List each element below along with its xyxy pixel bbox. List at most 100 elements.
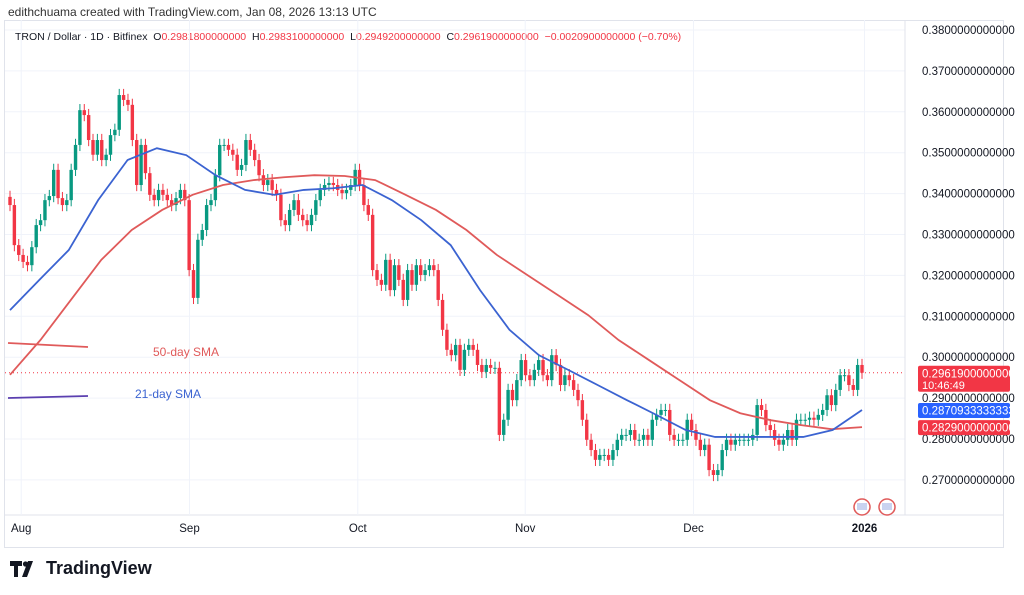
y-tick-label: 0.3300000000000 [922,230,1015,242]
candle-body [488,364,493,368]
candle-body [296,200,301,215]
candle-body [480,364,484,372]
candle-body [759,405,764,410]
x-tick-label: 2026 [852,523,878,535]
candle-body [676,439,681,441]
candle-body [301,214,305,221]
candle-body [772,430,777,440]
candle-body [86,115,91,141]
candle-body [60,198,65,206]
candle-body [95,140,100,155]
candle-body [794,419,799,440]
candle-body [292,200,296,210]
candle-body [266,180,270,186]
close-label: C [446,31,455,43]
candle-body [56,169,60,199]
candle-body [69,169,73,201]
candle-body [633,430,637,440]
candle-body [322,185,327,190]
candle-body [493,367,497,369]
candle-body [694,430,698,440]
candle-body [231,149,235,155]
candle-body [523,360,528,376]
candle-body [637,439,641,441]
sma21-annotation-line [7,395,89,399]
candle-body [156,189,161,201]
candle-body [716,470,720,475]
candle-body [698,439,703,451]
candle-body [17,245,21,255]
candle-body [536,360,541,370]
y-tick-label: 0.2700000000000 [922,475,1015,487]
candle-body [737,439,742,441]
candle-body [497,367,502,435]
candle-body [218,144,222,176]
candle-body [515,380,519,401]
y-tick-label: 0.3100000000000 [922,311,1015,323]
candle-body [532,369,537,381]
candle-body [135,140,139,186]
candle-body [38,220,43,226]
candle-body [689,419,694,431]
candle-body [571,380,576,390]
candle-body [576,389,580,401]
x-tick-label: Nov [515,523,536,535]
candle-body [681,439,685,441]
candle-body [585,419,589,440]
candle-body [65,200,69,206]
candle-body [812,417,816,420]
y-tick-label: 0.3800000000000 [922,25,1015,37]
candle-body [598,454,602,460]
candle-body [344,189,349,194]
y-tick-label: 0.3700000000000 [922,66,1015,78]
candle-body [419,265,423,275]
candle-body [47,196,52,201]
candle-body [659,409,663,415]
open-value: 0.2981800000000 [161,31,247,43]
candle-body [449,349,453,356]
candle-body [91,140,95,155]
candle-body [30,247,34,266]
candle-body [746,439,751,441]
candle-body [475,349,480,365]
x-tick-label: Dec [683,523,704,535]
symbol-label[interactable]: TRON / Dollar · 1D · Bitfinex [15,31,148,43]
open-label: O [153,31,162,43]
candle-body [161,189,165,195]
flag-icon [882,503,892,510]
candle-body [807,417,812,420]
candle-body [755,405,759,435]
candle-body [768,425,772,431]
candle-body [563,375,567,386]
candle-body [370,214,375,271]
candle-body [25,261,30,266]
candle-body [121,95,126,100]
candle-body [427,265,432,271]
y-tick-label: 0.2800000000000 [922,434,1015,446]
low-value: 0.2949200000000 [355,31,441,43]
candle-body [646,434,650,440]
candle-body [624,434,628,436]
candle-body [790,430,794,440]
candle-body [410,270,414,285]
y-tick-label: 0.3200000000000 [922,270,1015,282]
candle-body [445,329,449,350]
candle-body [803,419,807,421]
candle-body [113,129,117,136]
candle-body [165,194,169,201]
candle-body [711,470,716,475]
candle-body [471,344,475,350]
candle-body [314,200,318,215]
tradingview-logo: TradingView [10,558,152,579]
candle-body [847,375,851,386]
candle-body [200,230,204,240]
candle-body [628,430,633,435]
candle-body [786,430,790,440]
candle-body [309,214,314,226]
candle-body [222,144,226,146]
x-tick-label: Aug [11,523,31,535]
candle-body [43,200,47,221]
candle-body [733,439,737,445]
last-price-tag [918,365,1010,392]
